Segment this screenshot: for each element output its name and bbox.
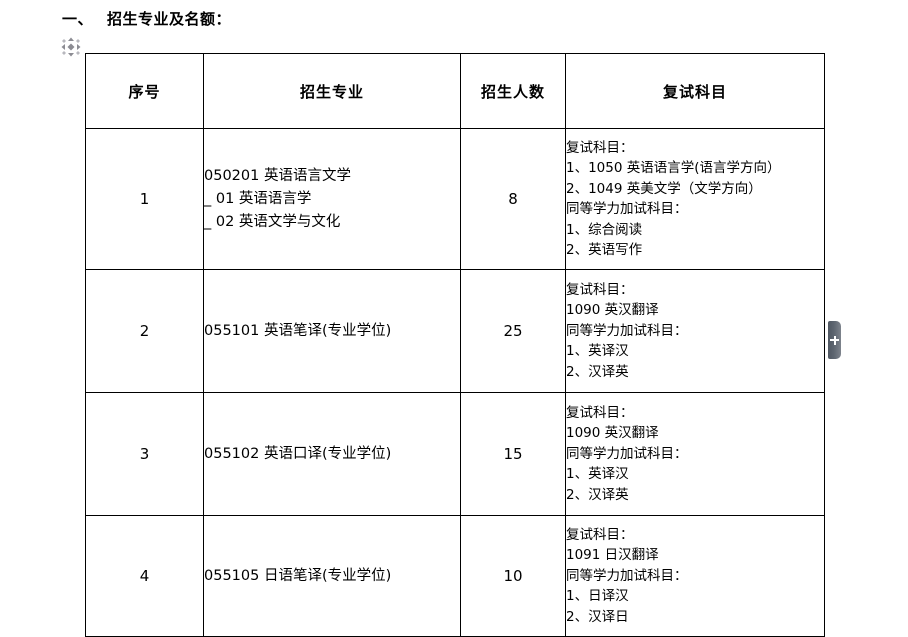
cell-subjects: 复试科目： 1、1050 英语语言学(语言学方向） 2、1049 英美文学（文学… bbox=[565, 128, 825, 270]
cell-no: 2 bbox=[85, 269, 204, 393]
table-row: 3 055102 英语口译(专业学位) 15 复试科目： 1090 英汉翻译 同… bbox=[85, 392, 825, 516]
subject-line: 同等学力加试科目： bbox=[566, 322, 688, 339]
move-handle-icon[interactable] bbox=[60, 36, 82, 58]
subject-line: 2、汉译日 bbox=[566, 608, 629, 625]
subject-line: 1、综合阅读 bbox=[566, 221, 643, 238]
major-main: 055102 英语口译(专业学位) bbox=[204, 445, 392, 462]
cell-quota: 25 bbox=[460, 269, 566, 393]
plus-glyph bbox=[830, 335, 839, 345]
major-sub: _ 01 英语语言学 bbox=[204, 190, 312, 207]
cell-no: 1 bbox=[85, 128, 204, 270]
section-number: 一、 bbox=[62, 10, 94, 28]
subject-line: 1、英译汉 bbox=[566, 343, 629, 360]
cell-quota: 8 bbox=[460, 128, 566, 270]
subject-line: 2、英语写作 bbox=[566, 242, 643, 258]
subject-line: 2、1049 英美文学（文学方向） bbox=[566, 180, 762, 197]
subject-line: 同等学力加试科目： bbox=[566, 567, 688, 584]
subject-line: 1091 日汉翻译 bbox=[566, 547, 659, 564]
cell-no: 3 bbox=[85, 392, 204, 516]
subject-line: 复试科目： bbox=[566, 139, 634, 156]
subject-line: 1090 英汉翻译 bbox=[566, 302, 659, 319]
major-main: 055101 英语笔译(专业学位) bbox=[204, 322, 392, 339]
subject-line: 2、汉译英 bbox=[566, 486, 629, 503]
subject-line: 1090 英汉翻译 bbox=[566, 425, 659, 442]
subject-line: 复试科目： bbox=[566, 281, 634, 298]
table-row: 4 055105 日语笔译(专业学位) 10 复试科目： 1091 日汉翻译 同… bbox=[85, 515, 825, 637]
cell-subjects: 复试科目： 1090 英汉翻译 同等学力加试科目： 1、英译汉 2、汉译英 bbox=[565, 269, 825, 393]
cell-no: 4 bbox=[85, 515, 204, 637]
cell-major: 055102 英语口译(专业学位) bbox=[203, 392, 461, 516]
table-header-row: 序号 招生专业 招生人数 复试科目 bbox=[85, 53, 825, 129]
subject-line: 2、汉译英 bbox=[566, 363, 629, 380]
column-header-quota: 招生人数 bbox=[460, 53, 566, 129]
cell-subjects: 复试科目： 1091 日汉翻译 同等学力加试科目： 1、日译汉 2、汉译日 bbox=[565, 515, 825, 637]
table-row: 1 050201 英语语言文学 _ 01 英语语言学 _ 02 英语文学与文化 … bbox=[85, 128, 825, 270]
section-heading: 一、 招生专业及名额： bbox=[62, 8, 231, 29]
subject-line: 1、日译汉 bbox=[566, 588, 629, 605]
cell-subjects: 复试科目： 1090 英汉翻译 同等学力加试科目： 1、英译汉 2、汉译英 bbox=[565, 392, 825, 516]
subject-line: 1、英译汉 bbox=[566, 466, 629, 483]
subject-line: 同等学力加试科目： bbox=[566, 201, 688, 217]
cell-major: 055101 英语笔译(专业学位) bbox=[203, 269, 461, 393]
subject-line: 复试科目： bbox=[566, 526, 634, 543]
table-row: 2 055101 英语笔译(专业学位) 25 复试科目： 1090 英汉翻译 同… bbox=[85, 269, 825, 393]
cell-quota: 10 bbox=[460, 515, 566, 637]
admissions-table-wrapper: 序号 招生专业 招生人数 复试科目 1 050201 英语语言文学 _ 01 英… bbox=[85, 53, 825, 637]
subject-line: 同等学力加试科目： bbox=[566, 445, 688, 462]
column-header-no: 序号 bbox=[85, 53, 204, 129]
section-title: 招生专业及名额： bbox=[107, 10, 232, 28]
cell-major: 050201 英语语言文学 _ 01 英语语言学 _ 02 英语文学与文化 bbox=[203, 128, 461, 270]
subject-line: 复试科目： bbox=[566, 404, 634, 421]
admissions-table: 序号 招生专业 招生人数 复试科目 1 050201 英语语言文学 _ 01 英… bbox=[85, 53, 825, 637]
major-main: 050201 英语语言文学 bbox=[204, 167, 351, 184]
cell-quota: 15 bbox=[460, 392, 566, 516]
major-sub: _ 02 英语文学与文化 bbox=[204, 213, 341, 230]
expand-plus-icon[interactable] bbox=[828, 321, 841, 359]
column-header-subjects: 复试科目 bbox=[565, 53, 825, 129]
cell-major: 055105 日语笔译(专业学位) bbox=[203, 515, 461, 637]
column-header-major: 招生专业 bbox=[203, 53, 461, 129]
subject-line: 1、1050 英语语言学(语言学方向） bbox=[566, 160, 781, 176]
major-main: 055105 日语笔译(专业学位) bbox=[204, 567, 392, 584]
